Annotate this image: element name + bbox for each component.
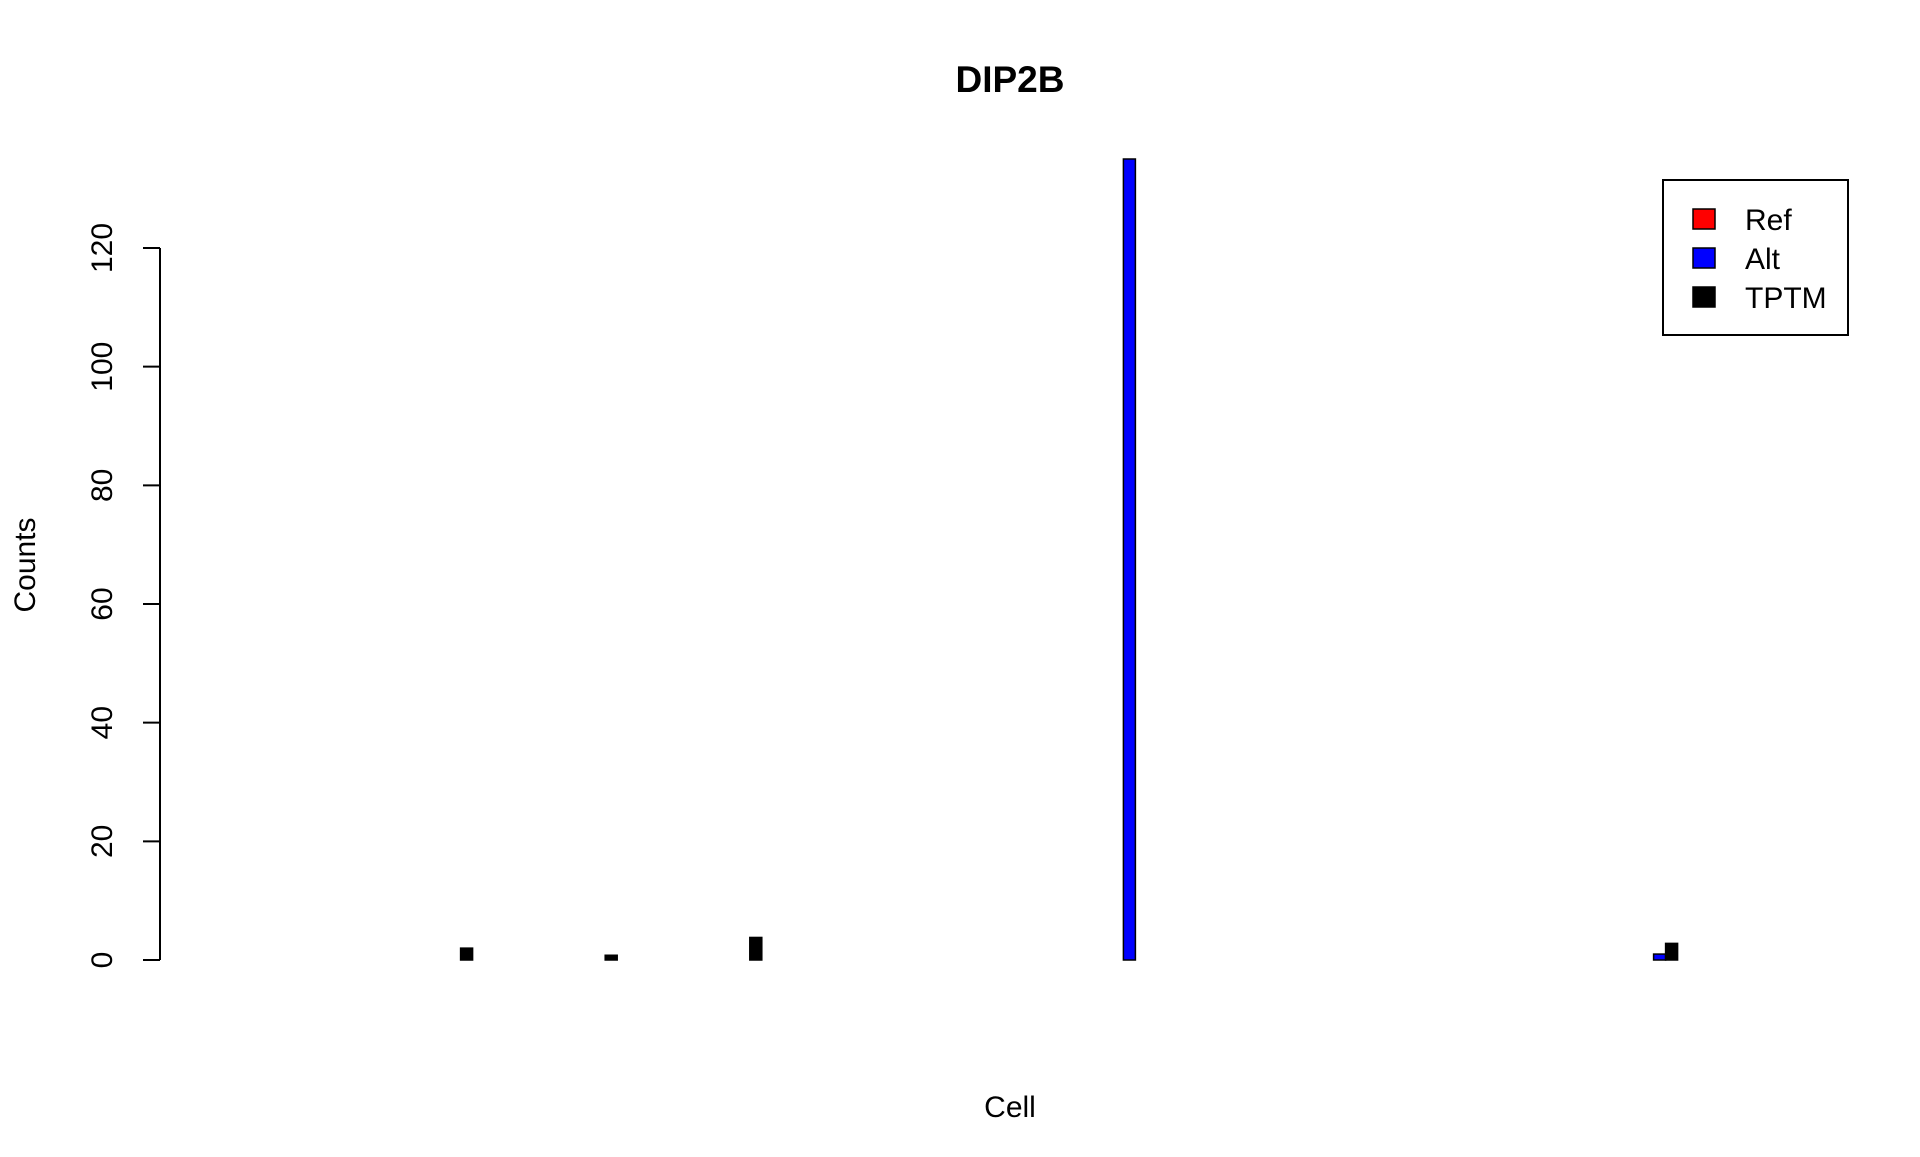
chart-title: DIP2B xyxy=(956,59,1065,100)
bar-tptm xyxy=(749,936,763,961)
legend-swatch-ref xyxy=(1692,208,1716,230)
y-tick-label: 40 xyxy=(86,706,119,739)
x-axis-label: Cell xyxy=(984,1091,1036,1124)
bar-alt xyxy=(1652,953,1667,961)
y-tick-label: 0 xyxy=(86,952,119,969)
legend-label-alt: Alt xyxy=(1745,243,1781,276)
legend-label-ref: Ref xyxy=(1745,204,1792,237)
y-axis-label: Counts xyxy=(9,517,42,612)
legend: Ref Alt TPTM xyxy=(1662,179,1849,336)
y-tick-label: 100 xyxy=(86,342,119,392)
y-tick-label: 120 xyxy=(86,223,119,273)
bar-tptm xyxy=(1664,942,1679,961)
bar-alt xyxy=(1122,158,1137,961)
y-tick-label: 20 xyxy=(86,825,119,858)
y-tick-label: 60 xyxy=(86,587,119,620)
legend-swatch-alt xyxy=(1692,247,1716,269)
y-tick-label: 80 xyxy=(86,469,119,502)
legend-swatch-tptm xyxy=(1692,286,1716,308)
bars-group xyxy=(459,158,1679,961)
y-axis: 0 20 40 60 80 100 120 xyxy=(86,223,161,969)
bar-tptm xyxy=(604,954,618,961)
legend-label-tptm: TPTM xyxy=(1745,282,1827,315)
bar-tptm xyxy=(459,947,474,961)
